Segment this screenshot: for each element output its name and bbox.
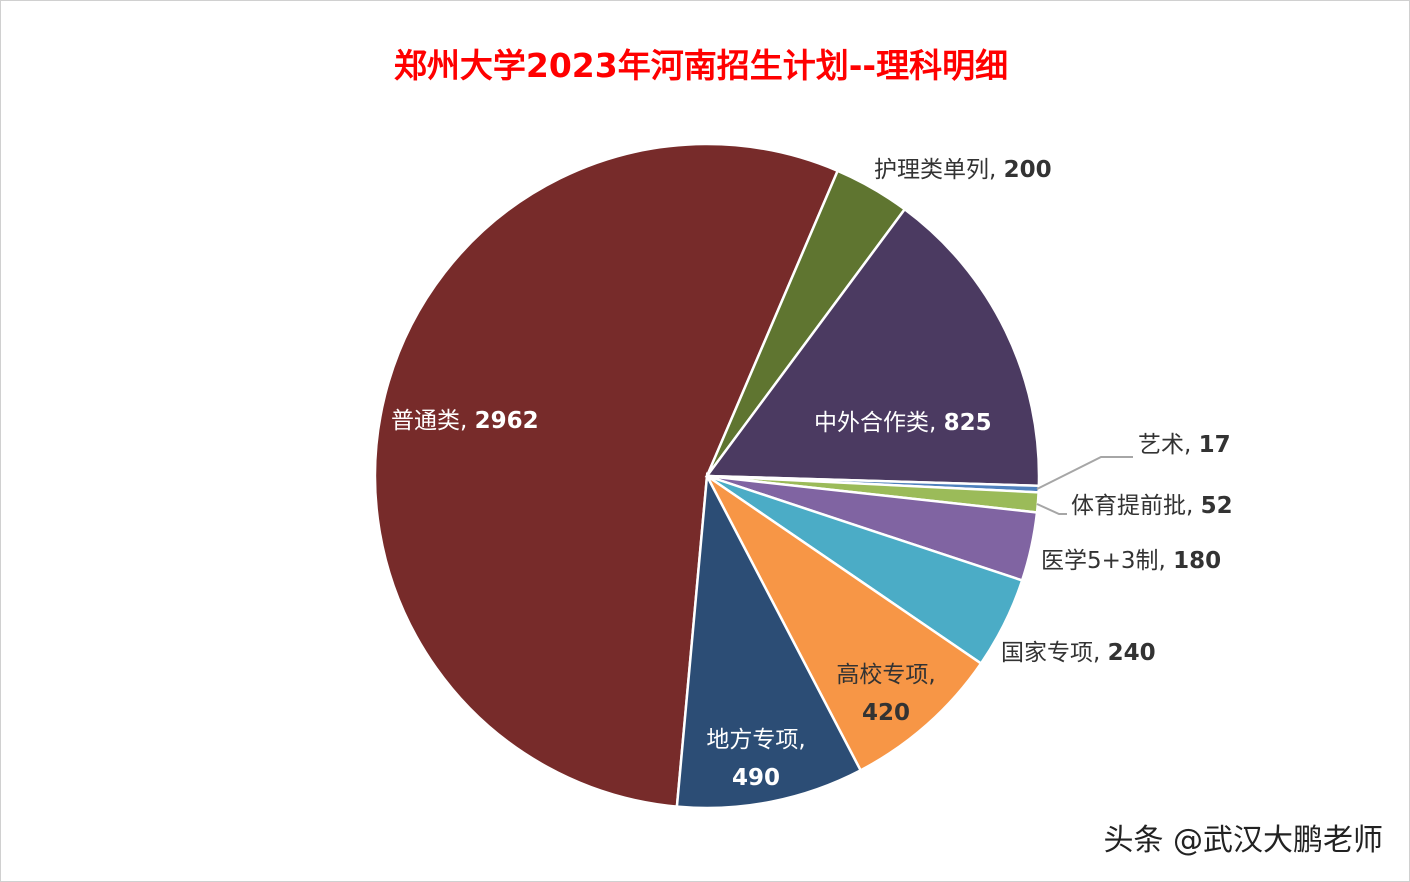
- data-label-8: 地方专项, 490: [706, 727, 805, 791]
- chart-title: 郑州大学2023年河南招生计划--理科明细: [393, 46, 1009, 85]
- data-label-0: 普通类, 2962: [391, 408, 539, 434]
- data-label-4: 体育提前批, 52: [1071, 493, 1233, 519]
- pie-slice-2: [704, 207, 1041, 488]
- pie-slice-8: [675, 471, 863, 810]
- data-label-1: 护理类单列, 200: [874, 157, 1052, 183]
- leader-line-1: [1036, 503, 1067, 515]
- pie-slice-0: [373, 142, 840, 808]
- pie-slice-7: [705, 474, 983, 773]
- data-label-5: 医学5+3制, 180: [1041, 548, 1221, 574]
- leader-line-0: [1036, 456, 1133, 490]
- data-label-3: 艺术, 17: [1138, 432, 1231, 458]
- data-label-7: 高校专项, 420: [836, 662, 935, 726]
- watermark: 头条 @武汉大鹏老师: [1103, 823, 1383, 858]
- data-label-2: 中外合作类, 825: [814, 410, 992, 436]
- data-label-6: 国家专项, 240: [1001, 640, 1156, 666]
